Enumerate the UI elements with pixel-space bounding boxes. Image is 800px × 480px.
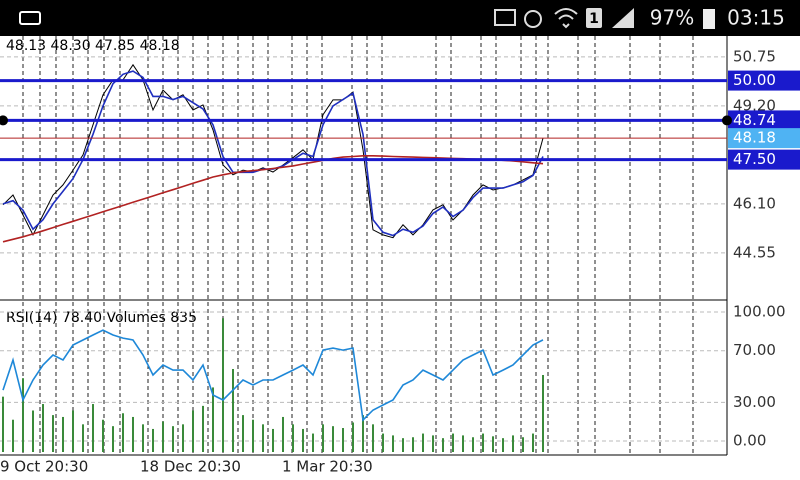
- y-tick-label: 46.10: [733, 194, 776, 212]
- volume-bar: [112, 426, 114, 452]
- volume-bar: [332, 426, 334, 452]
- clock: 03:15: [727, 6, 785, 30]
- x-tick-label: 1 Mar 20:30: [282, 458, 373, 476]
- volume-bar: [282, 416, 284, 452]
- battery-icon: [703, 9, 715, 29]
- volume-bar: [462, 435, 464, 452]
- volume-bar: [472, 437, 474, 452]
- volume-bar: [302, 428, 304, 452]
- volume-bar: [542, 374, 544, 452]
- level-label-box: [728, 128, 800, 149]
- level-label: 47.50: [733, 150, 776, 168]
- battery-percent: 97%: [650, 6, 694, 30]
- volume-bar: [242, 415, 244, 452]
- volume-bar: [82, 424, 84, 452]
- voicemail-icon: [19, 11, 41, 25]
- volume-bar: [342, 428, 344, 452]
- level-handle: [722, 115, 732, 126]
- volume-bar: [432, 435, 434, 452]
- x-tick-label: 9 Oct 20:30: [0, 458, 88, 476]
- sim-badge: [586, 8, 602, 28]
- signal-icon: [612, 8, 634, 28]
- volume-bar: [122, 413, 124, 452]
- volume-bar: [532, 433, 534, 452]
- volume-bar: [272, 428, 274, 452]
- level-label: 48.74: [733, 111, 776, 129]
- volume-bar: [392, 435, 394, 452]
- level-label-box: [728, 70, 800, 91]
- volume-bar: [162, 421, 164, 452]
- volume-bar: [452, 433, 454, 452]
- cast-icon: [494, 9, 516, 26]
- volume-bar: [252, 419, 254, 452]
- volume-bar: [312, 433, 314, 452]
- volume-bar: [152, 428, 154, 452]
- volume-bar: [142, 424, 144, 452]
- volume-bar: [522, 437, 524, 452]
- alarm-icon: [524, 10, 542, 28]
- level-label-box: [728, 110, 800, 131]
- volume-bar: [132, 416, 134, 452]
- volume-bar: [492, 436, 494, 452]
- volume-bar: [362, 415, 364, 452]
- volume-bar: [192, 410, 194, 452]
- volume-bar: [202, 405, 204, 452]
- level-handle: [0, 115, 8, 126]
- volume-bar: [52, 415, 54, 452]
- wifi-icon: [554, 8, 578, 29]
- volume-bar: [1, 396, 4, 452]
- series-line: [2, 329, 544, 422]
- series-line: [2, 155, 544, 243]
- ohlc-label: 48.13 48.30 47.85 48.18: [6, 38, 180, 54]
- level-label-box: [728, 149, 800, 170]
- volume-bar: [232, 368, 234, 452]
- volume-bar: [72, 410, 74, 452]
- y-tick-label: 100.00: [733, 303, 786, 321]
- volume-bar: [382, 433, 384, 452]
- volume-bar: [352, 422, 354, 452]
- volume-bar: [322, 424, 324, 452]
- volume-bar: [412, 437, 414, 452]
- volume-bar: [12, 419, 14, 452]
- y-tick-label: 30.00: [733, 393, 776, 411]
- volume-bar: [172, 426, 174, 452]
- volume-bar: [62, 416, 64, 452]
- volume-bar: [482, 433, 484, 452]
- volume-bar: [502, 438, 504, 452]
- volume-bar: [222, 318, 224, 452]
- volume-bar: [92, 404, 94, 452]
- level-label: 48.18: [733, 129, 776, 147]
- y-tick-label: 70.00: [733, 341, 776, 359]
- volume-bar: [212, 387, 214, 452]
- volume-bar: [422, 433, 424, 452]
- vertical-grid: [22, 36, 694, 455]
- volume-bar: [262, 424, 264, 452]
- y-tick-label: 44.55: [733, 243, 776, 261]
- volume-bar: [402, 438, 404, 452]
- volume-bar: [32, 410, 34, 452]
- volume-bar: [22, 378, 24, 452]
- volume-bar: [372, 424, 374, 452]
- x-tick-label: 18 Dec 20:30: [140, 458, 241, 476]
- y-tick-label: 49.20: [733, 96, 776, 114]
- volume-bar: [292, 424, 294, 452]
- sim-number: 1: [589, 11, 599, 27]
- status-bar: [0, 0, 800, 36]
- level-label: 50.00: [733, 71, 776, 89]
- volume-bar: [442, 438, 444, 452]
- series-line: [2, 63, 544, 239]
- y-tick-label: 0.00: [733, 432, 766, 450]
- volume-bar: [102, 419, 104, 452]
- y-tick-label: 50.75: [733, 47, 776, 65]
- volume-bar: [42, 404, 44, 452]
- volume-bar: [512, 435, 514, 452]
- indicator-label: RSI(14) 78.40 Volumes 835: [6, 310, 197, 326]
- volume-bar: [182, 424, 184, 452]
